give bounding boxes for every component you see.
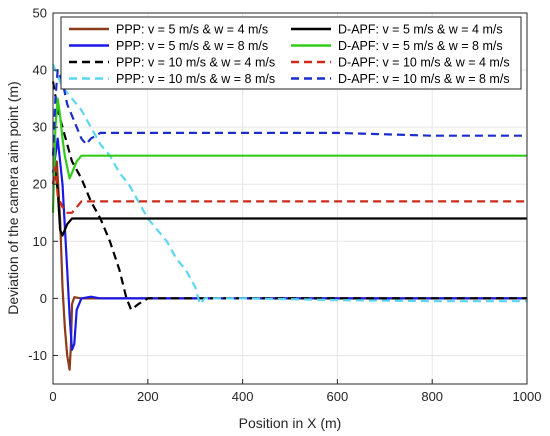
- y-tick-label: 0: [40, 291, 47, 306]
- y-tick-label: 40: [33, 63, 47, 78]
- y-tick-label: -10: [28, 348, 47, 363]
- x-tick-label: 200: [137, 389, 159, 404]
- plot-frame: [52, 12, 528, 385]
- x-axis-title: Position in X (m): [239, 415, 342, 431]
- y-tick-label: 10: [33, 234, 47, 249]
- series-layer: [51, 63, 527, 371]
- legend-label: D-APF: v = 10 m/s & w = 4 m/s: [338, 56, 510, 70]
- series-line: [51, 81, 527, 311]
- legend-label: D-APF: v = 10 m/s & w = 8 m/s: [338, 72, 510, 86]
- series-line: [51, 68, 527, 156]
- legend-label: PPP: v = 5 m/s & w = 4 m/s: [116, 23, 268, 37]
- series-line: [51, 97, 527, 213]
- legend-label: PPP: v = 5 m/s & w = 8 m/s: [116, 39, 268, 53]
- legend: PPP: v = 5 m/s & w = 4 m/s PPP: v = 5 m/s…: [60, 16, 522, 90]
- ticks: 0 200 400 600 800 1000 -10 0 10 20 30 40 50: [28, 6, 541, 405]
- x-tick-label: 600: [327, 389, 349, 404]
- y-tick-label: 20: [33, 177, 47, 192]
- x-tick-label: 800: [421, 389, 443, 404]
- y-tick-label: 50: [33, 6, 47, 21]
- legend-label: D-APF: v = 5 m/s & w = 8 m/s: [338, 39, 503, 53]
- legend-label: D-APF: v = 5 m/s & w = 4 m/s: [338, 23, 503, 37]
- legend-label: PPP: v = 10 m/s & w = 8 m/s: [116, 72, 275, 86]
- series-line: [51, 166, 527, 214]
- x-tick-label: 0: [49, 389, 56, 404]
- x-tick-label: 1000: [513, 389, 542, 404]
- x-tick-label: 400: [232, 389, 254, 404]
- y-tick-label: 30: [33, 120, 47, 135]
- y-axis-title: Deviation of the camera aim point (m): [5, 81, 21, 314]
- legend-label: PPP: v = 10 m/s & w = 4 m/s: [116, 56, 275, 70]
- series-line: [51, 63, 527, 306]
